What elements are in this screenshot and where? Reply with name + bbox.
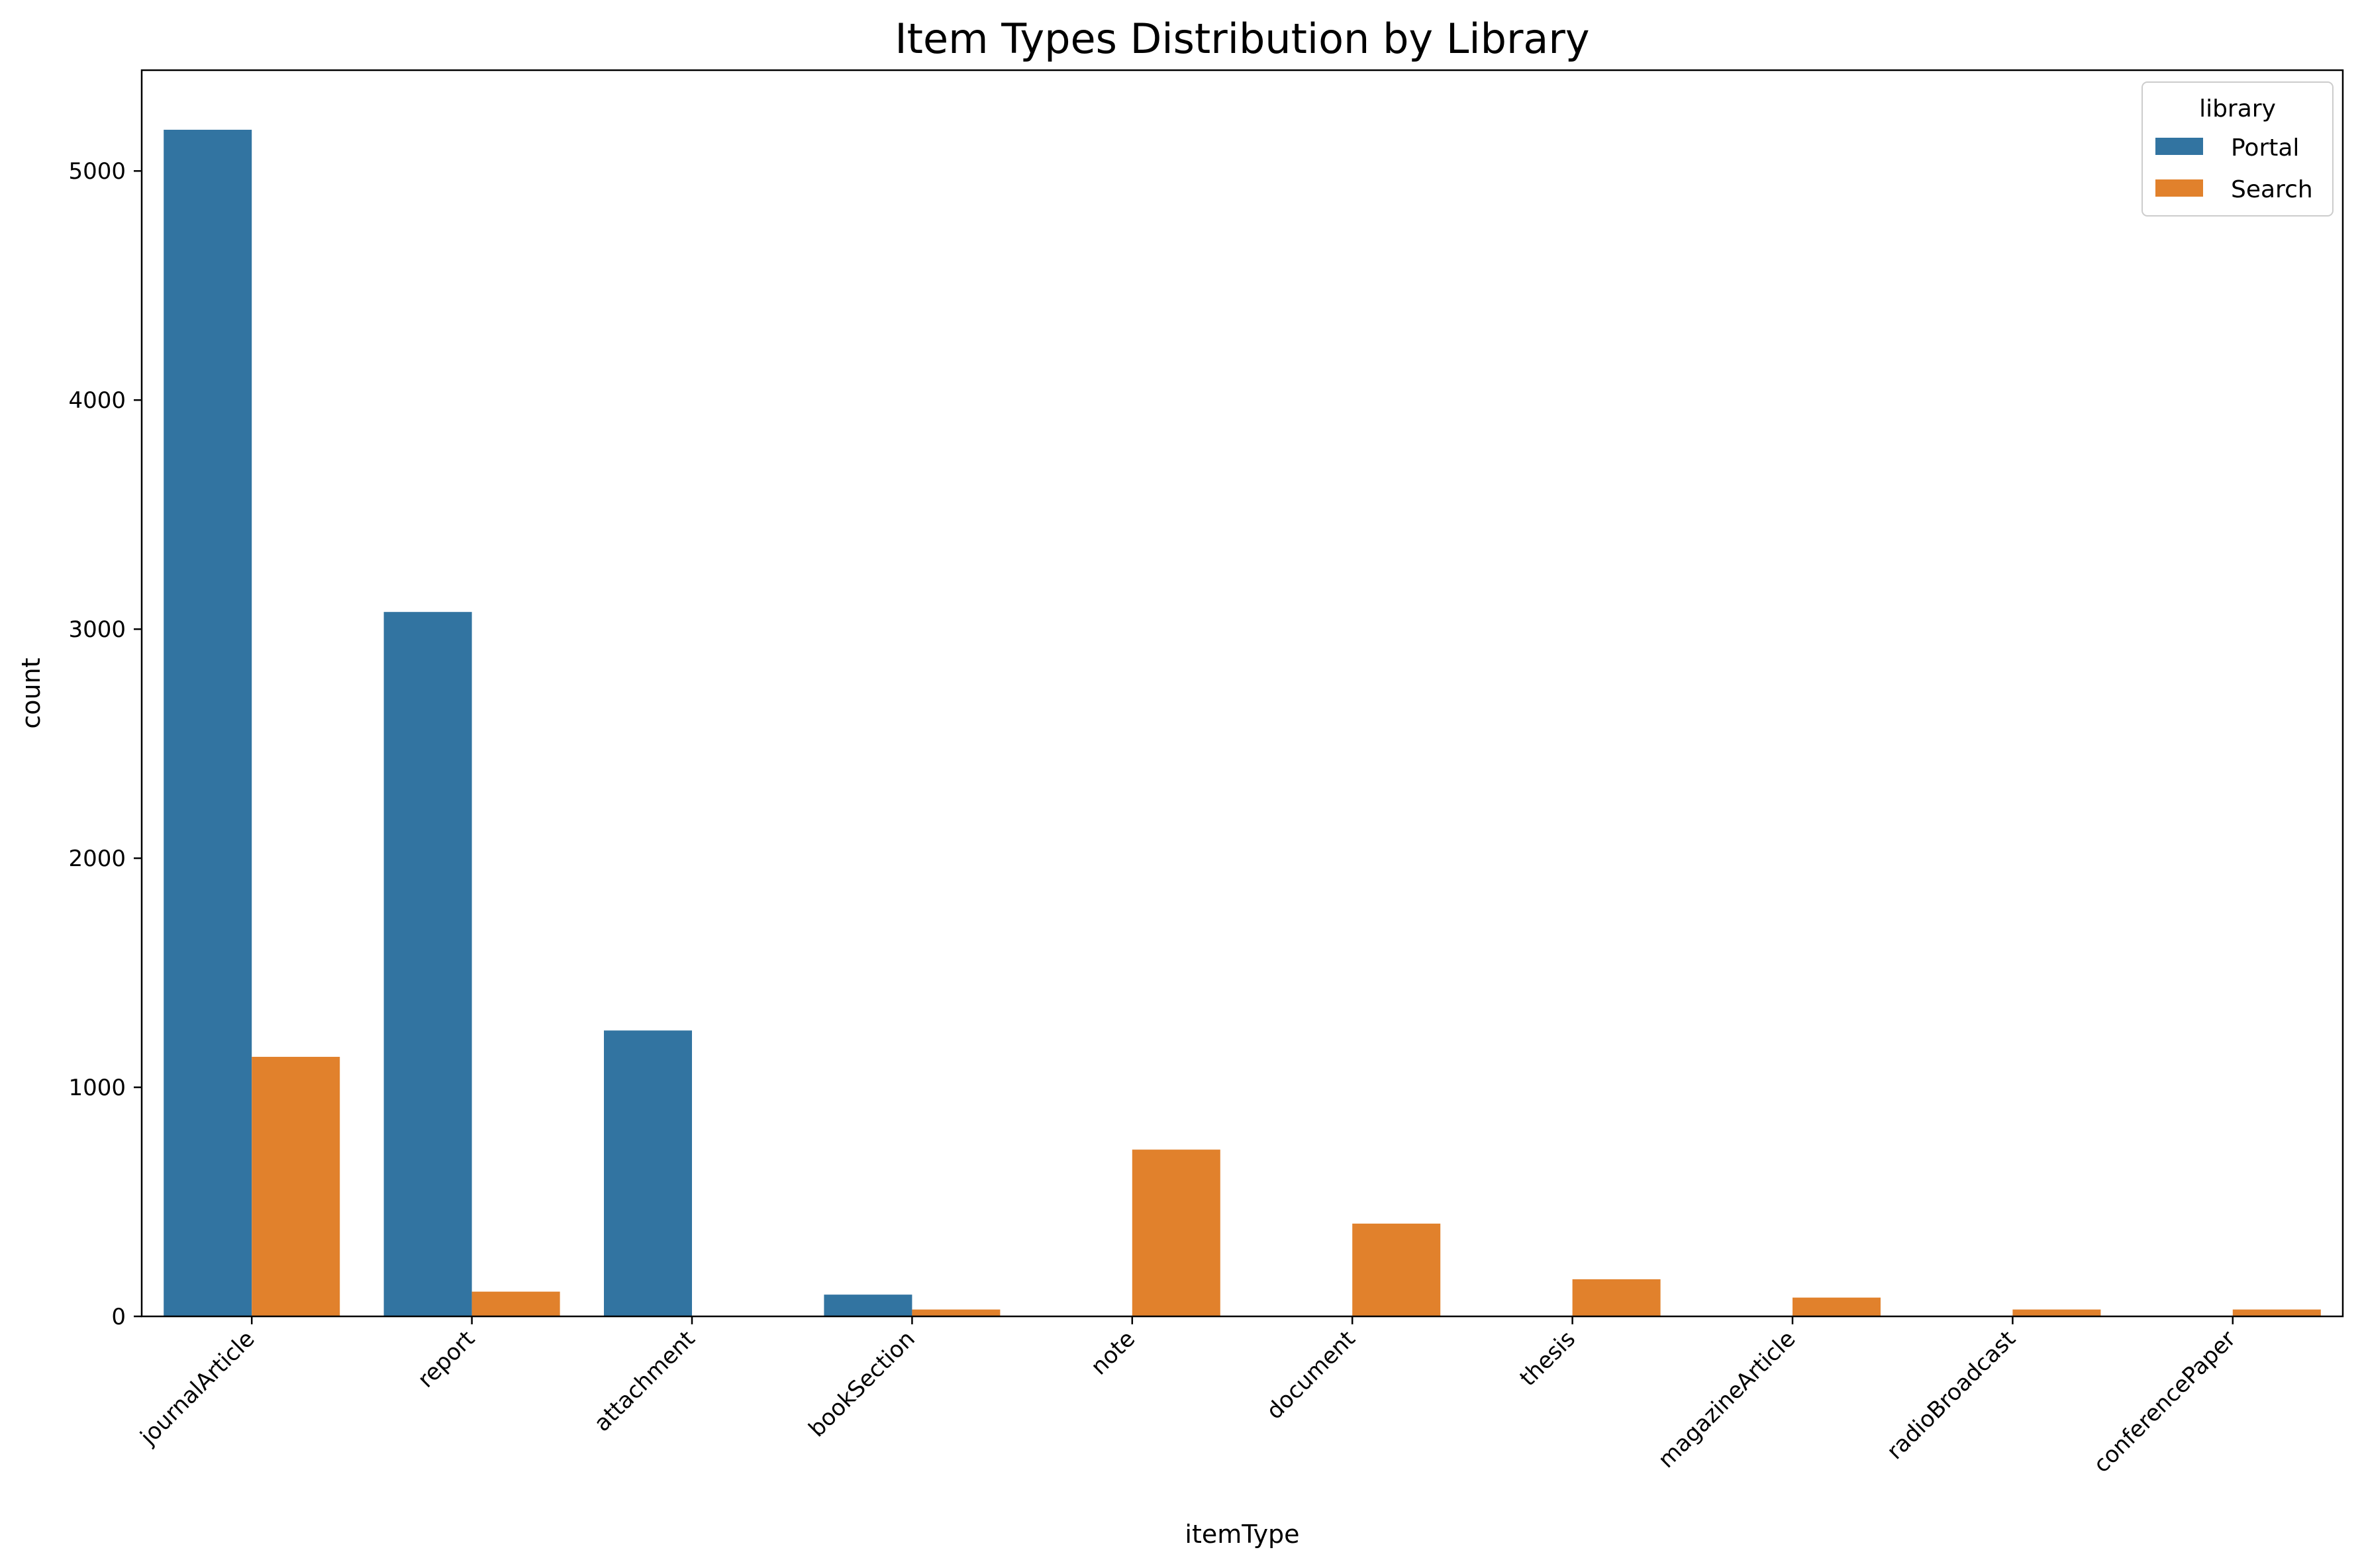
y-tick-label: 0: [111, 1304, 126, 1330]
y-tick-label: 2000: [68, 846, 126, 872]
y-tick-label: 4000: [68, 387, 126, 414]
bar-document-search: [1352, 1223, 1441, 1316]
x-axis: journalArticle report attachment bookSectio…: [135, 1316, 2241, 1478]
x-tick-label-note: note: [1086, 1326, 1140, 1380]
bar-conference-paper-search: [2232, 1309, 2321, 1316]
x-axis-label: itemType: [1185, 1520, 1299, 1549]
y-axis: 0 1000 2000 3000 4000 5000: [68, 158, 142, 1330]
x-tick-label-report: report: [413, 1326, 480, 1393]
x-tick-label-conference-paper: conferencePaper: [2089, 1326, 2241, 1478]
legend-swatch-portal: [2155, 138, 2203, 155]
legend-label-portal: Portal: [2231, 134, 2299, 162]
chart-title: Item Types Distribution by Library: [895, 15, 1589, 63]
legend-swatch-search: [2155, 179, 2203, 197]
plot-frame: [140, 69, 2344, 1318]
y-tick-label: 1000: [68, 1075, 126, 1101]
y-tick-label: 3000: [68, 616, 126, 643]
bar-magazine-article-search: [1793, 1297, 1881, 1316]
bar-book-section-portal: [824, 1295, 912, 1316]
x-tick-label-thesis: thesis: [1514, 1326, 1580, 1391]
y-axis-label: count: [17, 658, 46, 728]
x-tick-label-attachment: attachment: [589, 1326, 700, 1437]
bar-report-portal: [383, 612, 472, 1316]
bar-book-section-search: [912, 1309, 1001, 1316]
bar-journal-article-search: [252, 1057, 340, 1316]
bar-note-search: [1132, 1150, 1220, 1316]
legend: library Portal Search: [2141, 81, 2334, 217]
legend-title: library: [2199, 95, 2276, 122]
bar-attachment-portal: [604, 1030, 692, 1316]
x-tick-label-radio-broadcast: radioBroadcast: [1882, 1326, 2021, 1465]
x-tick-label-document: document: [1261, 1326, 1361, 1425]
bar-journal-article-portal: [164, 129, 252, 1317]
x-tick-label-magazine-article: magazineArticle: [1653, 1326, 1800, 1473]
legend-label-search: Search: [2231, 176, 2313, 203]
x-tick-label-book-section: bookSection: [804, 1326, 920, 1442]
x-tick-label-journal-article: journalArticle: [135, 1326, 260, 1451]
bar-thesis-search: [1572, 1279, 1661, 1316]
bar-report-search: [471, 1291, 560, 1316]
y-tick-label: 5000: [68, 158, 126, 185]
bars-group: [164, 129, 2321, 1317]
bar-radio-broadcast-search: [2012, 1309, 2101, 1316]
